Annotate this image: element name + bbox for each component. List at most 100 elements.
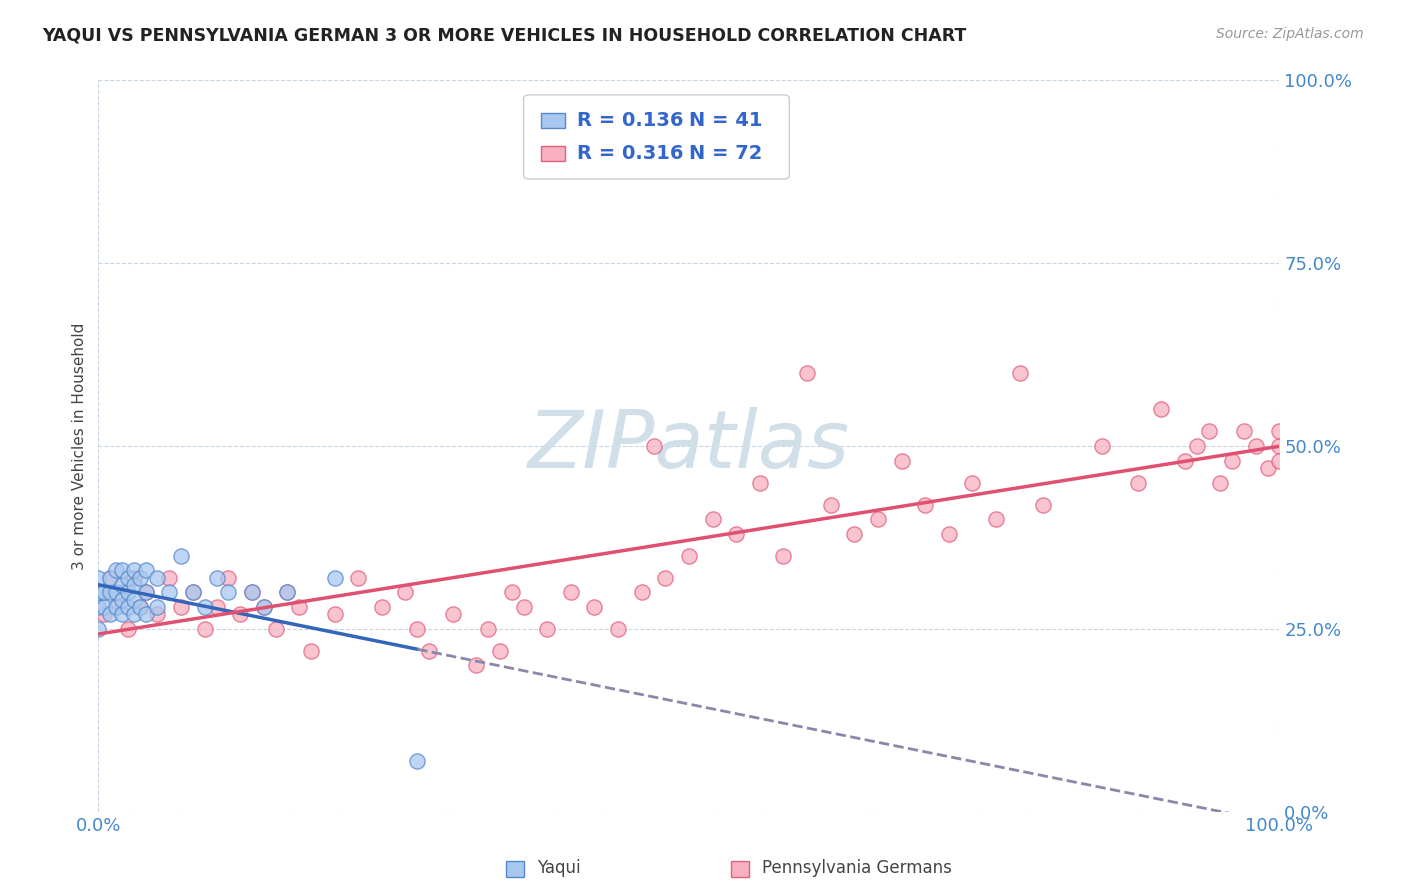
Point [194,599,217,614]
Point [93,585,115,599]
Point [146,607,169,622]
Point [146,571,169,585]
Point [1198,425,1220,439]
Point [105,585,128,599]
Point [135,585,157,599]
Point [111,592,134,607]
Point [181,585,204,599]
Point [87,585,110,599]
Point [98,607,121,622]
Point [347,571,370,585]
Point [264,622,287,636]
Point [1220,453,1243,467]
Point [465,658,488,673]
Point [128,571,150,585]
Text: N = 72: N = 72 [689,144,762,163]
Point [122,571,145,585]
Point [772,549,794,563]
Point [128,599,150,614]
Point [135,563,157,577]
Point [98,571,121,585]
Point [406,622,429,636]
Point [117,622,139,636]
Point [253,599,276,614]
Point [111,578,134,592]
Point [1150,402,1173,417]
Point [984,512,1007,526]
Point [501,585,523,599]
Point [1209,475,1232,490]
Text: Pennsylvania Germans: Pennsylvania Germans [762,859,952,877]
Text: YAQUI VS PENNSYLVANIA GERMAN 3 OR MORE VEHICLES IN HOUSEHOLD CORRELATION CHART: YAQUI VS PENNSYLVANIA GERMAN 3 OR MORE V… [42,27,966,45]
Point [1008,366,1031,380]
Point [93,607,115,622]
Text: R = 0.316: R = 0.316 [576,144,683,163]
Point [117,599,139,614]
Point [87,622,110,636]
Point [170,549,193,563]
Point [276,585,298,599]
Point [93,599,115,614]
Point [122,563,145,577]
Point [477,622,499,636]
Y-axis label: 3 or more Vehicles in Household: 3 or more Vehicles in Household [72,322,87,570]
Point [323,607,346,622]
Point [654,571,676,585]
Point [1268,425,1291,439]
FancyBboxPatch shape [541,146,565,161]
FancyBboxPatch shape [541,113,565,128]
Point [1244,439,1267,453]
Point [135,607,157,622]
Point [111,607,134,622]
Point [1091,439,1114,453]
Point [418,644,440,658]
Point [117,571,139,585]
Point [240,585,263,599]
Point [87,571,110,585]
Point [217,585,239,599]
Point [630,585,652,599]
Point [170,599,193,614]
Point [229,607,252,622]
Point [748,475,770,490]
Point [87,599,110,614]
Point [122,592,145,607]
Text: Yaqui: Yaqui [537,859,581,877]
Point [240,585,263,599]
Point [1257,461,1279,475]
Point [157,585,180,599]
Point [181,585,204,599]
Point [394,585,416,599]
Point [536,622,558,636]
Point [205,599,228,614]
Point [1174,453,1197,467]
Point [111,563,134,577]
Point [117,585,139,599]
Point [702,512,724,526]
FancyBboxPatch shape [523,95,789,179]
Point [87,585,110,599]
Point [105,599,128,614]
Text: Source: ZipAtlas.com: Source: ZipAtlas.com [1216,27,1364,41]
Text: ZIPatlas: ZIPatlas [527,407,851,485]
Point [796,366,818,380]
Point [583,599,606,614]
Text: N = 41: N = 41 [689,111,762,130]
Point [725,526,748,541]
Point [146,599,169,614]
Point [890,453,912,467]
Point [135,585,157,599]
Point [643,439,665,453]
Point [157,571,180,585]
Point [820,498,842,512]
Point [678,549,700,563]
Point [323,571,346,585]
Point [253,599,276,614]
Point [914,498,936,512]
Point [489,644,512,658]
Point [560,585,582,599]
Point [122,607,145,622]
Point [128,599,150,614]
Point [441,607,464,622]
Text: R = 0.136: R = 0.136 [576,111,683,130]
